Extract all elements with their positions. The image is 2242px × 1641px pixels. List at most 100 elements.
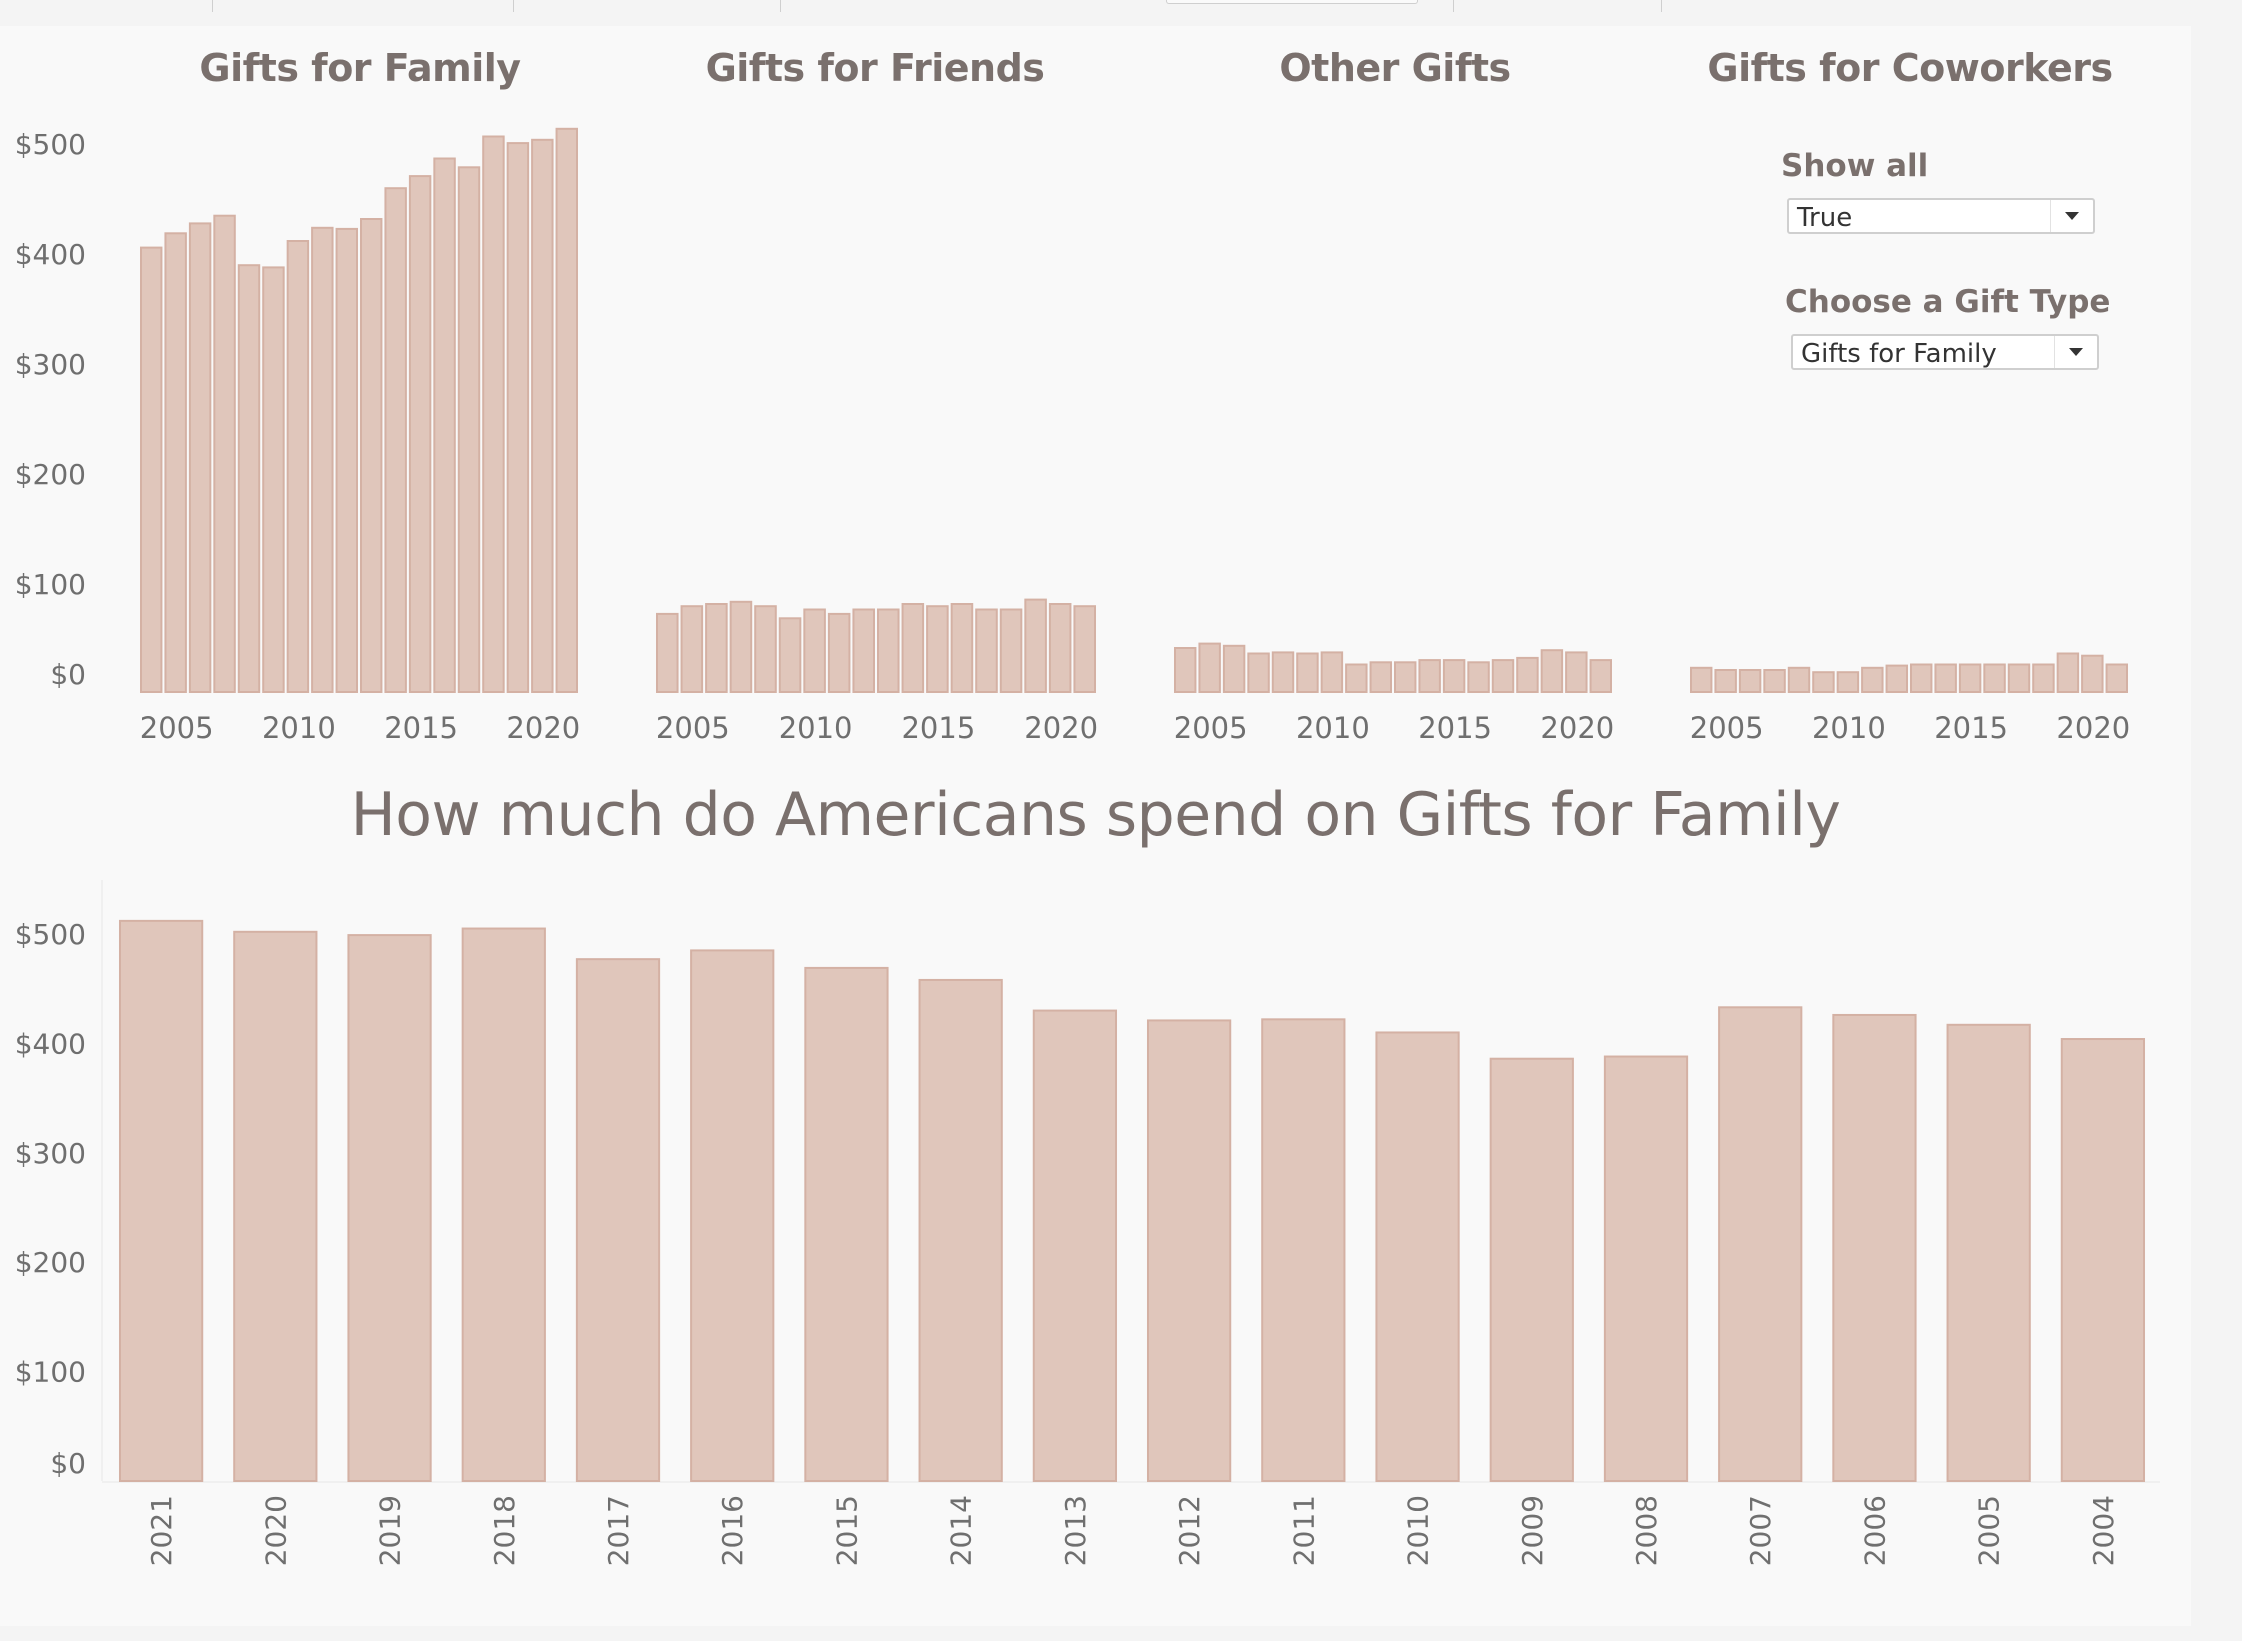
x-tick-label: 2016 bbox=[716, 1495, 749, 1566]
bar-main-2021 bbox=[118, 919, 204, 1482]
bar-other-2012 bbox=[1369, 661, 1392, 693]
x-tick-label: 2020 bbox=[2056, 711, 2130, 745]
x-tick-label: 2015 bbox=[1418, 711, 1492, 745]
bar-family-2011 bbox=[311, 226, 334, 694]
y-tick-label: $400 bbox=[15, 238, 86, 271]
x-tick-label: 2011 bbox=[1287, 1495, 1320, 1566]
bar-coworkers-2016 bbox=[1983, 663, 2006, 693]
x-tick-label: 2020 bbox=[1540, 711, 1614, 745]
toolbar-divider bbox=[1453, 0, 1454, 12]
bar-main-2019 bbox=[347, 934, 432, 1482]
bar-friends-2007 bbox=[729, 600, 753, 693]
bar-main-2015 bbox=[804, 966, 889, 1482]
bar-other-2020 bbox=[1565, 651, 1588, 694]
x-tick-label: 2007 bbox=[1744, 1495, 1777, 1566]
bar-family-2007 bbox=[213, 214, 236, 693]
x-tick-label: 2018 bbox=[488, 1495, 521, 1566]
bar-coworkers-2020 bbox=[2081, 654, 2104, 694]
x-tick-label: 2005 bbox=[1690, 711, 1764, 745]
x-tick-label: 2020 bbox=[1024, 711, 1098, 745]
gift-type-label: Choose a Gift Type bbox=[1785, 284, 2111, 320]
bar-other-2010 bbox=[1320, 651, 1344, 694]
bar-other-2006 bbox=[1222, 644, 1246, 693]
bar-main-2012 bbox=[1146, 1019, 1232, 1483]
bar-family-2013 bbox=[360, 218, 383, 693]
y-tick-label: $500 bbox=[15, 128, 86, 161]
bar-friends-2011 bbox=[827, 612, 851, 694]
bar-family-2009 bbox=[262, 266, 285, 693]
bar-family-2005 bbox=[164, 232, 187, 694]
bar-family-2017 bbox=[457, 166, 481, 694]
bar-coworkers-2009 bbox=[1812, 671, 1835, 694]
bar-main-2008 bbox=[1603, 1055, 1689, 1482]
bar-family-2020 bbox=[531, 138, 554, 694]
bar-friends-2012 bbox=[852, 608, 876, 693]
bar-friends-2019 bbox=[1024, 598, 1047, 693]
bar-friends-2016 bbox=[950, 603, 974, 693]
bar-other-2005 bbox=[1198, 642, 1221, 693]
toolbar bbox=[0, 0, 2242, 26]
chart-title-family: Gifts for Family bbox=[199, 46, 521, 90]
bar-family-2016 bbox=[433, 157, 456, 693]
chevron-down-icon[interactable] bbox=[2050, 200, 2093, 232]
toolbar-divider bbox=[212, 0, 213, 12]
x-tick-label: 2005 bbox=[140, 711, 214, 745]
bar-family-2014 bbox=[384, 187, 407, 693]
bar-coworkers-2005 bbox=[1714, 669, 1737, 693]
bar-family-2021 bbox=[555, 127, 578, 694]
y-tick-label: $100 bbox=[15, 568, 86, 601]
bar-friends-2021 bbox=[1073, 605, 1097, 694]
x-tick-label: 2015 bbox=[384, 711, 458, 745]
y-tick-label: $200 bbox=[15, 1246, 86, 1279]
bar-friends-2004 bbox=[656, 612, 679, 694]
bar-friends-2006 bbox=[705, 603, 728, 693]
main-title: How much do Americans spend on Gifts for… bbox=[350, 780, 1841, 850]
chevron-down-icon[interactable] bbox=[2054, 336, 2097, 368]
bar-other-2013 bbox=[1394, 661, 1417, 693]
bar-main-2007 bbox=[1718, 1006, 1803, 1482]
bar-friends-2005 bbox=[680, 605, 704, 694]
toolbar-divider bbox=[780, 0, 781, 12]
bar-main-2016 bbox=[690, 949, 775, 1482]
bar-main-2004 bbox=[2060, 1038, 2146, 1483]
bar-coworkers-2014 bbox=[1934, 663, 1957, 693]
toolbar-button[interactable] bbox=[1166, 0, 1418, 4]
bar-coworkers-2013 bbox=[1910, 663, 1933, 693]
bar-other-2021 bbox=[1589, 659, 1612, 693]
gift-type-dropdown[interactable]: Gifts for Family bbox=[1791, 334, 2099, 370]
bar-main-2009 bbox=[1489, 1057, 1574, 1482]
bar-friends-2020 bbox=[1048, 603, 1072, 693]
bar-family-2015 bbox=[408, 175, 432, 694]
chart-title-coworkers: Gifts for Coworkers bbox=[1707, 46, 2113, 90]
bar-coworkers-2008 bbox=[1787, 666, 1811, 693]
bar-family-2018 bbox=[482, 135, 505, 693]
x-tick-label: 2020 bbox=[506, 711, 580, 745]
y-tick-label: $500 bbox=[15, 918, 86, 951]
bar-coworkers-2019 bbox=[2056, 652, 2080, 693]
show-all-value: True bbox=[1797, 203, 1853, 233]
x-tick-label: 2004 bbox=[2087, 1495, 2120, 1566]
bar-main-2014 bbox=[918, 978, 1003, 1482]
x-tick-label: 2010 bbox=[1296, 711, 1370, 745]
x-tick-label: 2015 bbox=[830, 1495, 863, 1566]
bar-other-2008 bbox=[1271, 651, 1295, 694]
bar-coworkers-2004 bbox=[1690, 666, 1713, 693]
x-tick-label: 2019 bbox=[374, 1495, 407, 1566]
bar-other-2011 bbox=[1345, 663, 1368, 693]
bar-family-2006 bbox=[188, 222, 212, 693]
bar-coworkers-2021 bbox=[2105, 663, 2129, 693]
show-all-dropdown[interactable]: True bbox=[1787, 198, 2095, 234]
bar-main-2010 bbox=[1375, 1031, 1460, 1482]
bar-friends-2017 bbox=[975, 608, 998, 693]
x-tick-label: 2020 bbox=[259, 1495, 292, 1566]
toolbar-divider bbox=[1661, 0, 1662, 12]
bar-main-2013 bbox=[1032, 1009, 1118, 1483]
x-tick-label: 2012 bbox=[1173, 1495, 1206, 1566]
x-tick-label: 2008 bbox=[1630, 1495, 1663, 1566]
x-tick-label: 2006 bbox=[1858, 1495, 1891, 1566]
x-tick-label: 2017 bbox=[602, 1495, 635, 1566]
y-tick-label: $0 bbox=[50, 1447, 86, 1480]
y-tick-label: $0 bbox=[50, 658, 86, 691]
bar-friends-2013 bbox=[877, 608, 900, 693]
